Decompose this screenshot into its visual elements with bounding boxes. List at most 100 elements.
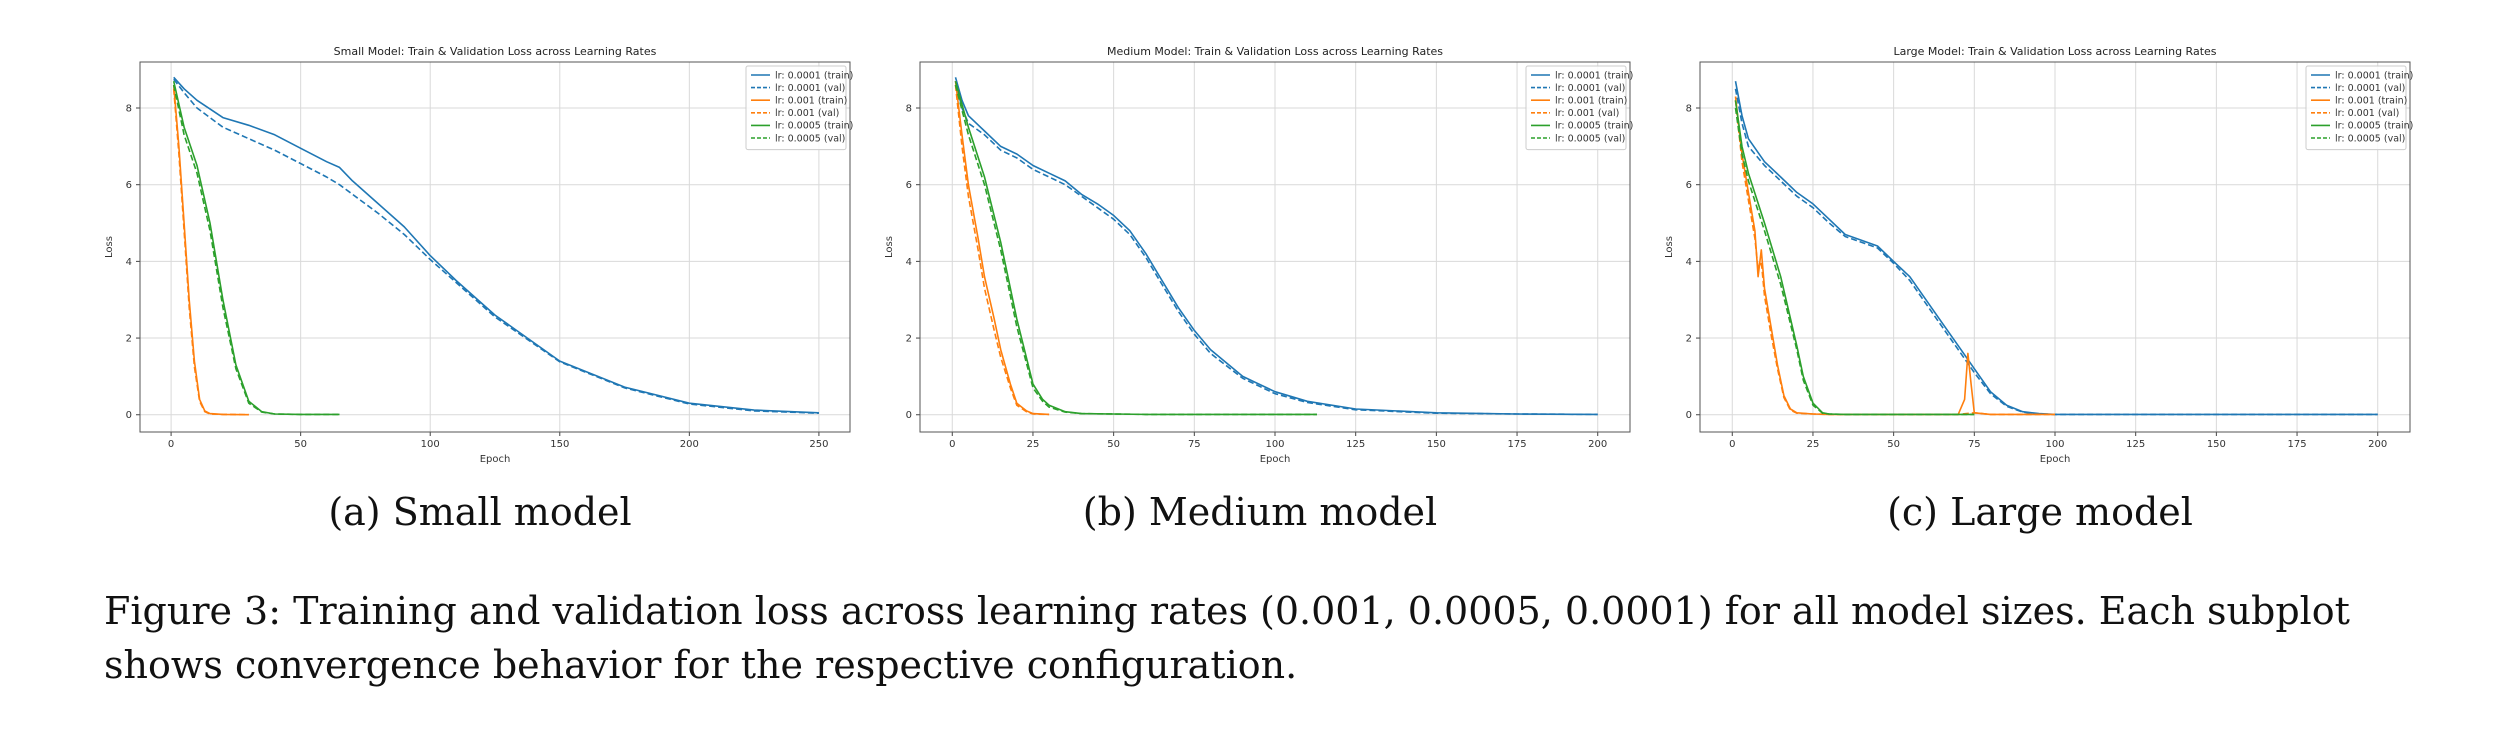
legend-label: lr: 0.0005 (train) — [775, 121, 853, 132]
y-tick-label: 8 — [906, 104, 912, 115]
subplot-small-model: Small Model: Train & Validation Loss acr… — [100, 40, 860, 480]
legend-label: lr: 0.001 (val) — [775, 108, 839, 119]
chart-svg: Small Model: Train & Validation Loss acr… — [104, 45, 853, 465]
series-line — [954, 84, 1050, 416]
series-line — [1734, 88, 2378, 416]
y-tick-label: 0 — [1686, 410, 1692, 421]
chart-title: Large Model: Train & Validation Loss acr… — [1893, 45, 2216, 58]
x-tick-label: 0 — [949, 439, 955, 450]
legend-label: lr: 0.0005 (train) — [2335, 121, 2413, 132]
series-line — [173, 76, 819, 414]
subcaption-large-model: (c) Large model — [1887, 490, 2193, 534]
x-tick-label: 100 — [1265, 439, 1284, 450]
x-tick-label: 175 — [2287, 439, 2306, 450]
series-line — [1734, 107, 1975, 416]
legend-label: lr: 0.0005 (val) — [2335, 133, 2405, 144]
series-line — [954, 84, 1317, 416]
subplot-medium-model: Medium Model: Train & Validation Loss ac… — [880, 40, 1640, 480]
y-tick-label: 2 — [906, 334, 912, 345]
legend-box — [2305, 65, 2407, 151]
plot-frame — [919, 61, 1631, 433]
plot-frame — [139, 61, 851, 433]
series-line — [173, 78, 819, 414]
legend-label: lr: 0.001 (train) — [1555, 96, 1627, 107]
y-tick-label: 4 — [906, 257, 912, 268]
y-tick-label: 8 — [126, 104, 132, 115]
legend-box — [745, 65, 847, 151]
legend-label: lr: 0.0005 (val) — [1555, 133, 1625, 144]
series-line — [954, 80, 1317, 416]
plot-frame — [1699, 61, 2411, 433]
series-line — [1734, 81, 2378, 416]
x-tick-label: 200 — [2368, 439, 2387, 450]
legend-label: lr: 0.0001 (train) — [1555, 70, 1633, 81]
y-axis-label: Loss — [1664, 236, 1675, 258]
legend-label: lr: 0.001 (train) — [2335, 96, 2407, 107]
x-tick-label: 25 — [1807, 439, 1820, 450]
y-tick-label: 2 — [126, 334, 132, 345]
chart-title: Small Model: Train & Validation Loss acr… — [334, 45, 657, 58]
x-tick-label: 50 — [1887, 439, 1900, 450]
x-tick-label: 50 — [1107, 439, 1120, 450]
legend-label: lr: 0.001 (val) — [1555, 108, 1619, 119]
x-tick-label: 250 — [809, 439, 828, 450]
x-axis-label: Epoch — [1260, 454, 1291, 465]
x-tick-label: 25 — [1027, 439, 1040, 450]
legend-label: lr: 0.0005 (train) — [1555, 121, 1633, 132]
chart-svg: Large Model: Train & Validation Loss acr… — [1664, 45, 2413, 465]
x-tick-label: 100 — [2045, 439, 2064, 450]
y-tick-label: 2 — [1686, 334, 1692, 345]
legend-label: lr: 0.0001 (val) — [2335, 83, 2405, 94]
x-tick-label: 100 — [421, 439, 440, 450]
x-tick-label: 200 — [680, 439, 699, 450]
x-tick-label: 175 — [1507, 439, 1526, 450]
series-line — [954, 81, 1050, 416]
y-axis-label: Loss — [104, 236, 115, 258]
series-line — [1734, 100, 2055, 416]
x-tick-label: 75 — [1188, 439, 1201, 450]
x-tick-label: 75 — [1968, 439, 1981, 450]
x-tick-label: 150 — [1427, 439, 1446, 450]
series-line — [954, 81, 1598, 416]
legend-label: lr: 0.0001 (val) — [775, 83, 845, 94]
series-line — [1734, 96, 2055, 416]
y-tick-label: 4 — [126, 257, 132, 268]
series-line — [172, 88, 249, 416]
legend-label: lr: 0.0001 (val) — [1555, 83, 1625, 94]
series-line — [172, 81, 340, 416]
legend-label: lr: 0.001 (val) — [2335, 108, 2399, 119]
y-tick-label: 6 — [906, 180, 912, 191]
y-tick-label: 6 — [126, 180, 132, 191]
subplot-large-model: Large Model: Train & Validation Loss acr… — [1660, 40, 2420, 480]
x-tick-label: 0 — [1729, 439, 1735, 450]
chart-svg: Medium Model: Train & Validation Loss ac… — [884, 45, 1633, 465]
x-axis-label: Epoch — [2040, 454, 2071, 465]
y-tick-label: 4 — [1686, 257, 1692, 268]
chart-title: Medium Model: Train & Validation Loss ac… — [1107, 45, 1443, 58]
series-line — [1734, 100, 1975, 416]
legend-label: lr: 0.0005 (val) — [775, 133, 845, 144]
series-line — [172, 84, 340, 416]
subcaption-small-model: (a) Small model — [328, 490, 632, 534]
y-tick-label: 6 — [1686, 180, 1692, 191]
x-tick-label: 125 — [1346, 439, 1365, 450]
series-line — [954, 77, 1598, 416]
y-tick-label: 0 — [126, 410, 132, 421]
x-tick-label: 50 — [294, 439, 307, 450]
x-tick-label: 200 — [1588, 439, 1607, 450]
x-axis-label: Epoch — [480, 454, 511, 465]
figure-caption: Figure 3: Training and validation loss a… — [104, 589, 2350, 687]
legend-label: lr: 0.001 (train) — [775, 96, 847, 107]
x-tick-label: 150 — [2207, 439, 2226, 450]
y-axis-label: Loss — [884, 236, 895, 258]
y-tick-label: 0 — [906, 410, 912, 421]
x-tick-label: 150 — [550, 439, 569, 450]
legend-label: lr: 0.0001 (train) — [2335, 70, 2413, 81]
subcaption-medium-model: (b) Medium model — [1082, 490, 1438, 534]
x-tick-label: 0 — [168, 439, 174, 450]
legend-box — [1525, 65, 1627, 151]
x-tick-label: 125 — [2126, 439, 2145, 450]
y-tick-label: 8 — [1686, 104, 1692, 115]
legend-label: lr: 0.0001 (train) — [775, 70, 853, 81]
